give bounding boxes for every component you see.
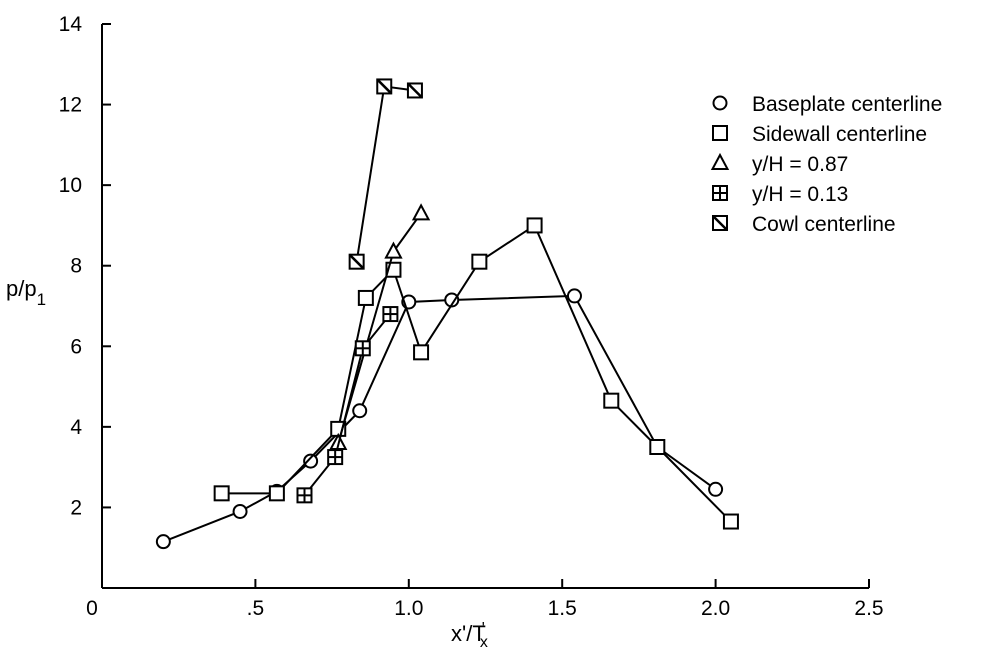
- series-square: [213, 217, 739, 530]
- y-tick-label: 4: [70, 416, 82, 439]
- x-tick-label: 1.0: [394, 597, 423, 620]
- legend-marker: [712, 125, 728, 141]
- data-point: [384, 241, 403, 259]
- data-point: [471, 253, 488, 270]
- series-circle: [155, 288, 724, 550]
- legend-item: y/H = 0.13: [712, 183, 848, 206]
- x-tick-label: 2.5: [854, 597, 883, 620]
- x-tick-label: 0: [86, 597, 98, 620]
- series-line: [303, 313, 392, 496]
- y-axis-title-subscript: 1: [37, 290, 46, 309]
- data-point: [357, 289, 374, 306]
- y-ticks: 2 4 6 8 10 12 14: [59, 13, 111, 519]
- legend-item: Cowl centerline: [712, 213, 896, 236]
- data-point: [722, 513, 739, 530]
- y-tick-label: 10: [59, 174, 82, 197]
- x-axis-title-main: x'/T: [451, 621, 486, 646]
- legend-label: Cowl centerline: [752, 213, 896, 236]
- y-tick-label: 6: [70, 335, 82, 358]
- x-tick-label: 1.5: [548, 597, 577, 620]
- series-triangle: [329, 203, 431, 450]
- legend-marker: [712, 215, 728, 231]
- y-axis-title: p/p1: [6, 276, 46, 309]
- y-tick-label: 8: [70, 255, 82, 278]
- data-point: [566, 288, 582, 304]
- x-axis-title-subscript: x: [480, 634, 488, 651]
- data-point: [376, 78, 393, 95]
- data-point: [352, 403, 368, 419]
- data-point: [232, 503, 248, 519]
- x-tick-label: .5: [247, 597, 265, 620]
- data-point: [354, 340, 371, 357]
- legend-item: Sidewall centerline: [712, 123, 927, 146]
- series-square-plus: [296, 306, 399, 504]
- data-point: [327, 449, 344, 466]
- legend-marker: [710, 152, 730, 170]
- legend-item: Baseplate centerline: [712, 93, 942, 116]
- data-point: [213, 485, 230, 502]
- data-point: [348, 253, 365, 270]
- legend-label: Sidewall centerline: [752, 123, 927, 146]
- series-line: [221, 223, 732, 523]
- data-point: [268, 485, 285, 502]
- data-point: [411, 203, 431, 221]
- data-point: [603, 392, 620, 409]
- y-tick-label: 12: [59, 94, 82, 117]
- legend-marker: [712, 95, 728, 111]
- series-square-slash: [348, 78, 423, 270]
- data-point: [708, 481, 724, 497]
- legend: Baseplate centerline Sidewall centerline y…: [710, 93, 942, 236]
- y-tick-label: 14: [59, 13, 83, 36]
- x-tick-label: 2.0: [701, 597, 730, 620]
- legend-label: y/H = 0.13: [752, 183, 848, 206]
- legend-label: Baseplate centerline: [752, 93, 942, 116]
- legend-item: y/H = 0.87: [710, 152, 848, 176]
- x-axis-title-superscript: ': [482, 620, 485, 637]
- data-point: [303, 453, 319, 469]
- y-tick-label: 2: [70, 496, 82, 519]
- axes: [101, 24, 869, 589]
- data-point: [296, 487, 313, 504]
- data-point: [649, 439, 666, 455]
- y-axis-title-main: p/p: [6, 276, 37, 301]
- data-point: [406, 82, 423, 99]
- data-point: [413, 344, 430, 361]
- legend-marker: [712, 185, 728, 201]
- x-ticks: 0 .5 1.0 1.5 2.0 2.5: [86, 579, 884, 620]
- series-layer: [155, 78, 739, 550]
- data-point: [155, 534, 171, 550]
- legend-label: y/H = 0.87: [752, 153, 848, 176]
- data-point: [526, 217, 543, 234]
- x-axis-title: x'/T' x: [451, 620, 488, 651]
- data-point: [382, 306, 399, 323]
- series-line: [162, 294, 717, 543]
